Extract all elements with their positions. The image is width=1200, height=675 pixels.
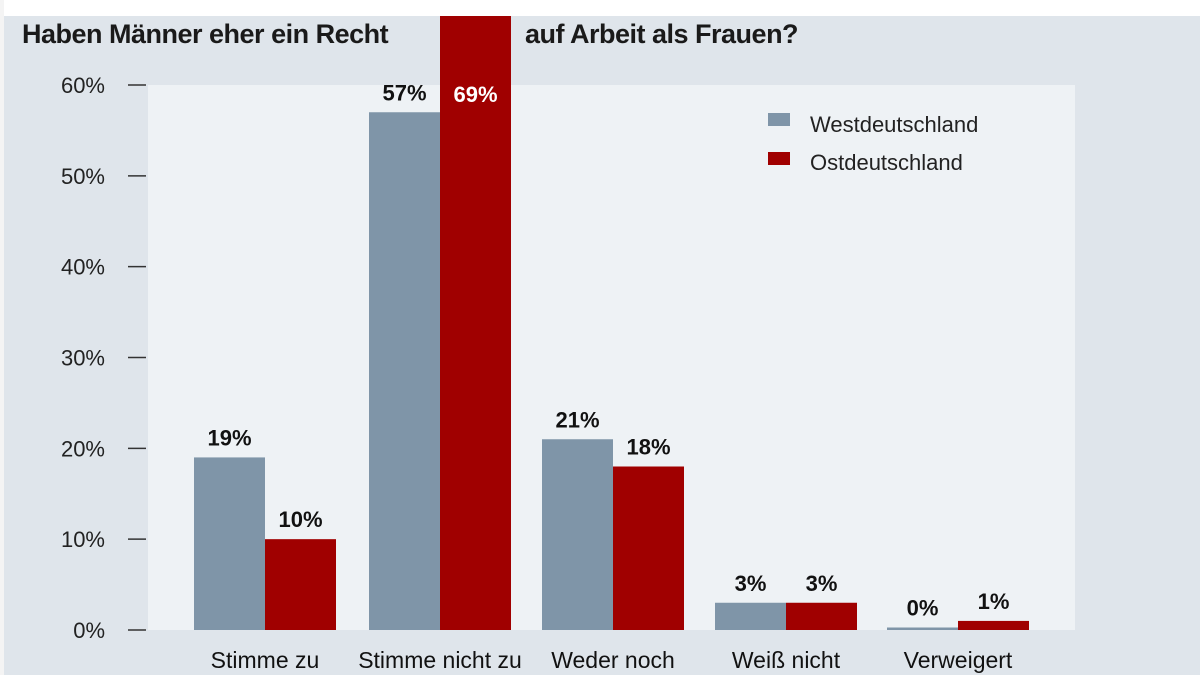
x-category-label: Weiß nicht <box>732 647 841 673</box>
bar-west <box>542 439 613 630</box>
data-label: 69% <box>453 82 497 107</box>
chart-title-part2: auf Arbeit als Frauen? <box>525 19 798 49</box>
legend-label-west: Westdeutschland <box>810 112 978 137</box>
data-label: 3% <box>735 571 767 596</box>
top-border <box>0 0 1200 16</box>
bar-east <box>786 602 857 630</box>
bar-east <box>613 466 684 630</box>
data-label: 18% <box>626 435 670 460</box>
y-tick-label: 50% <box>61 164 105 189</box>
x-category-label: Weder noch <box>551 647 675 673</box>
y-tick-label: 10% <box>61 527 105 552</box>
data-label: 1% <box>978 589 1010 614</box>
data-label: 19% <box>207 425 251 450</box>
x-category-label: Stimme nicht zu <box>358 647 522 673</box>
data-label: 21% <box>555 407 599 432</box>
x-category-label: Verweigert <box>904 647 1013 673</box>
legend-swatch-west <box>768 113 790 126</box>
bar-east <box>958 620 1029 630</box>
bar-east <box>440 3 511 630</box>
bar-west <box>194 457 265 630</box>
data-label: 57% <box>382 80 426 105</box>
y-tick-label: 60% <box>61 73 105 98</box>
bar-west <box>715 602 786 630</box>
legend-swatch-east <box>768 152 790 165</box>
chart-title-part1: Haben Männer eher ein Recht <box>22 19 389 49</box>
legend-label-east: Ostdeutschland <box>810 150 963 175</box>
data-label: 0% <box>907 596 939 621</box>
y-tick-label: 40% <box>61 255 105 280</box>
y-tick-label: 30% <box>61 346 105 371</box>
left-border <box>0 0 4 675</box>
data-label: 10% <box>278 507 322 532</box>
y-tick-label: 20% <box>61 436 105 461</box>
x-category-label: Stimme zu <box>211 647 320 673</box>
bar-east <box>265 539 336 630</box>
bar-west <box>369 112 440 630</box>
bar-west <box>887 627 958 630</box>
data-label: 3% <box>806 571 838 596</box>
y-tick-label: 0% <box>73 618 105 643</box>
